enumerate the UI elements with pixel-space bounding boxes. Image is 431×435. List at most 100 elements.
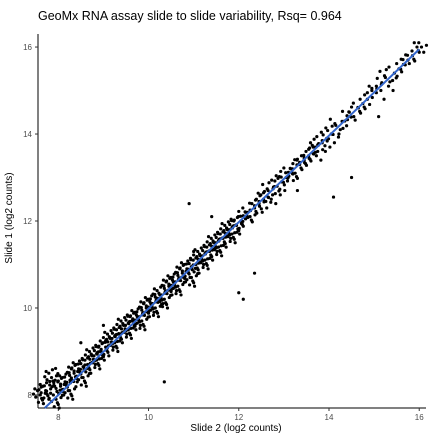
data-point: [83, 358, 87, 362]
data-point: [142, 301, 146, 305]
data-point: [417, 41, 421, 45]
data-point: [281, 180, 286, 184]
data-point: [101, 335, 106, 340]
data-point: [54, 386, 58, 391]
data-point: [45, 378, 49, 382]
data-point: [278, 193, 282, 197]
data-point: [270, 178, 274, 182]
data-point: [412, 41, 416, 45]
outlier-point: [264, 199, 268, 204]
data-point: [41, 384, 45, 388]
data-point: [204, 262, 208, 266]
data-point: [363, 107, 367, 111]
data-point: [228, 239, 232, 244]
data-point: [404, 53, 408, 57]
data-point: [83, 381, 87, 385]
data-point: [198, 260, 203, 264]
data-point: [60, 375, 64, 380]
x-tick-label: 10: [144, 413, 153, 422]
outlier-point: [237, 291, 241, 295]
chart-title: GeoMx RNA assay slide to slide variabili…: [38, 9, 342, 23]
data-point: [337, 132, 341, 136]
data-point: [91, 346, 95, 350]
data-point: [324, 126, 328, 130]
data-point: [215, 252, 219, 257]
data-point: [132, 310, 137, 314]
data-point: [219, 250, 223, 254]
data-point: [125, 332, 129, 336]
data-point: [185, 278, 189, 282]
data-point: [47, 371, 51, 375]
data-point: [250, 220, 254, 224]
data-point: [387, 65, 391, 69]
data-point: [130, 308, 134, 313]
data-point: [114, 328, 119, 332]
data-point: [88, 368, 92, 372]
data-point: [79, 383, 83, 387]
data-point: [137, 305, 142, 309]
data-point: [57, 406, 61, 410]
data-point: [192, 253, 196, 257]
data-point: [219, 244, 223, 248]
data-point: [94, 343, 98, 347]
data-point: [92, 348, 96, 353]
data-point: [190, 268, 194, 272]
data-point: [224, 226, 229, 230]
data-point: [143, 295, 147, 300]
data-point: [95, 352, 99, 356]
data-point: [39, 391, 43, 395]
data-point: [174, 270, 178, 274]
data-point: [106, 350, 110, 354]
y-tick-label: 16: [23, 43, 32, 52]
data-point: [124, 318, 128, 322]
data-point: [37, 388, 41, 392]
data-point: [241, 224, 245, 228]
data-point: [367, 84, 371, 88]
data-point: [80, 356, 84, 361]
data-point: [384, 68, 388, 72]
data-point: [84, 370, 88, 374]
data-point: [117, 332, 121, 336]
data-point: [152, 310, 156, 314]
data-point: [52, 383, 56, 387]
data-point: [128, 314, 133, 318]
data-point: [138, 326, 142, 331]
data-point: [336, 135, 341, 139]
data-point: [375, 76, 379, 80]
data-point: [206, 257, 210, 261]
data-point: [307, 147, 311, 151]
data-point: [63, 391, 67, 395]
data-point: [120, 341, 124, 345]
data-point: [58, 374, 62, 378]
data-point: [102, 352, 106, 357]
data-point: [319, 158, 323, 162]
data-point: [382, 97, 386, 101]
data-point: [224, 245, 228, 249]
data-point: [85, 348, 89, 352]
data-point: [419, 45, 424, 49]
data-point: [388, 80, 392, 84]
data-point: [282, 183, 286, 187]
data-point: [255, 211, 259, 215]
data-point: [201, 248, 205, 253]
data-point: [31, 392, 36, 396]
data-point: [273, 179, 277, 183]
outlier-point: [192, 249, 196, 254]
data-point: [140, 308, 144, 312]
data-point: [77, 359, 82, 363]
data-point: [174, 292, 178, 296]
data-point: [273, 192, 277, 196]
outlier-point: [252, 271, 257, 275]
data-point: [295, 176, 300, 180]
data-point: [49, 391, 53, 395]
data-point: [112, 326, 116, 330]
data-point: [197, 252, 202, 256]
data-point: [309, 159, 313, 163]
data-point: [175, 265, 179, 269]
data-point: [74, 362, 78, 367]
data-point: [237, 209, 241, 214]
data-point: [274, 202, 278, 206]
data-point: [66, 389, 70, 393]
data-point: [344, 124, 349, 128]
data-point: [271, 193, 275, 197]
